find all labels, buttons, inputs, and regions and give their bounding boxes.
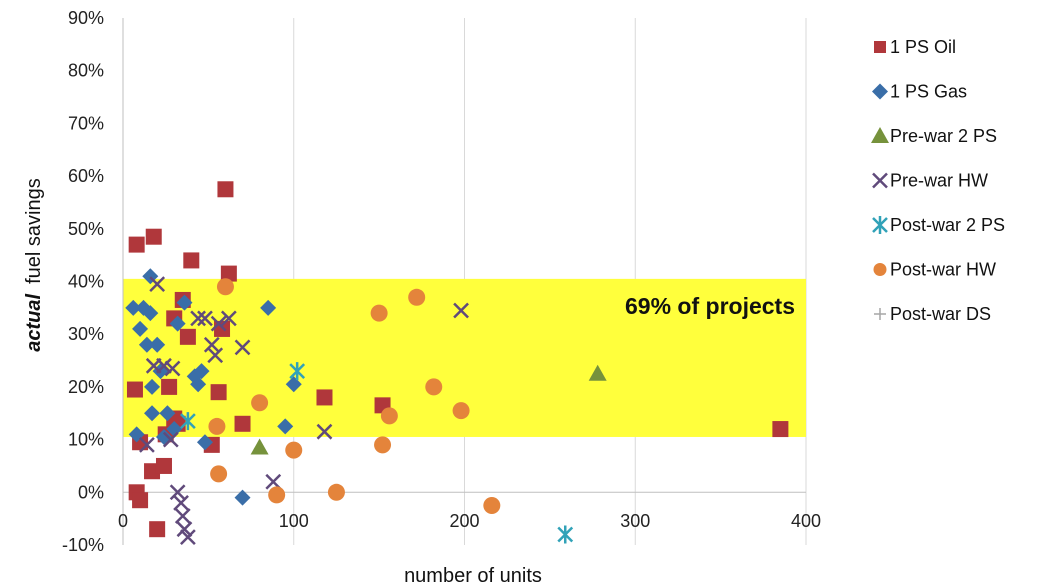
x-tick-label-100: 100 xyxy=(279,511,309,531)
data-point xyxy=(217,181,233,197)
legend-marker xyxy=(873,174,887,188)
x-tick-label-400: 400 xyxy=(791,511,821,531)
y-tick-label-30: 30% xyxy=(68,324,104,344)
legend-label: Post-war 2 PS xyxy=(890,215,1005,235)
data-point xyxy=(251,439,269,455)
legend-marker xyxy=(871,127,889,143)
legend-label: 1 PS Oil xyxy=(890,37,956,57)
data-point xyxy=(558,525,572,543)
data-point xyxy=(149,521,165,537)
legend-marker xyxy=(874,263,887,276)
y-axis-title: actual fuel savings xyxy=(23,178,45,351)
data-point xyxy=(217,278,234,295)
data-point xyxy=(268,486,285,503)
y-axis-title-rest: fuel savings xyxy=(23,178,45,284)
legend-item: Pre-war 2 PS xyxy=(871,126,997,146)
data-point xyxy=(214,321,230,337)
legend-marker xyxy=(874,41,886,53)
legend-marker xyxy=(874,308,886,320)
y-tick-label-50: 50% xyxy=(68,219,104,239)
legend-marker xyxy=(873,216,887,234)
y-tick-label-70: 70% xyxy=(68,113,104,133)
legend-item: 1 PS Gas xyxy=(872,82,967,102)
legend-item: Post-war 2 PS xyxy=(873,215,1005,235)
data-point xyxy=(161,379,177,395)
x-tick-label-200: 200 xyxy=(449,511,479,531)
legend-marker xyxy=(872,84,888,100)
data-point xyxy=(180,329,196,345)
band-label: 69% of projects xyxy=(625,293,795,319)
data-point xyxy=(453,402,470,419)
data-point xyxy=(211,384,227,400)
legend-item: 1 PS Oil xyxy=(874,37,956,57)
y-axis-title-emphasis: actual xyxy=(23,293,45,351)
legend-label: Post-war HW xyxy=(890,260,996,280)
data-point xyxy=(425,378,442,395)
data-point xyxy=(176,509,190,523)
data-point xyxy=(129,237,145,253)
data-point xyxy=(251,394,268,411)
data-point xyxy=(174,496,188,510)
data-point xyxy=(156,458,172,474)
data-point xyxy=(285,442,302,459)
x-axis-title: number of units xyxy=(404,565,542,587)
legend-label: Post-war DS xyxy=(890,304,991,324)
data-point xyxy=(381,407,398,424)
y-tick-label-0: 0% xyxy=(78,482,104,502)
legend: 1 PS Oil 1 PS Gas Pre-war 2 PS Pre-war HW Po… xyxy=(871,37,1005,324)
data-point xyxy=(208,418,225,435)
legend-label: 1 PS Gas xyxy=(890,82,967,102)
x-tick-label-300: 300 xyxy=(620,511,650,531)
data-point xyxy=(127,382,143,398)
y-tick-label-90: 90% xyxy=(68,8,104,28)
data-point xyxy=(772,421,788,437)
legend-label: Pre-war 2 PS xyxy=(890,126,997,146)
y-tick-label--10: -10% xyxy=(62,535,104,555)
data-point xyxy=(374,436,391,453)
data-point xyxy=(328,484,345,501)
data-point xyxy=(132,492,148,508)
legend-item: Post-war DS xyxy=(874,304,991,324)
data-point xyxy=(235,416,251,432)
y-tick-label-60: 60% xyxy=(68,166,104,186)
data-point xyxy=(483,497,500,514)
data-point xyxy=(146,229,162,245)
legend-label: Pre-war HW xyxy=(890,171,988,191)
y-tick-label-10: 10% xyxy=(68,430,104,450)
data-point xyxy=(210,465,227,482)
data-point xyxy=(371,305,388,322)
y-tick-label-40: 40% xyxy=(68,272,104,292)
legend-item: Pre-war HW xyxy=(873,171,988,191)
y-tick-label-20: 20% xyxy=(68,377,104,397)
data-point xyxy=(408,289,425,306)
data-point xyxy=(316,389,332,405)
legend-item: Post-war HW xyxy=(874,260,997,280)
y-tick-label-80: 80% xyxy=(68,61,104,81)
x-tick-label-0: 0 xyxy=(118,511,128,531)
data-point xyxy=(183,252,199,268)
